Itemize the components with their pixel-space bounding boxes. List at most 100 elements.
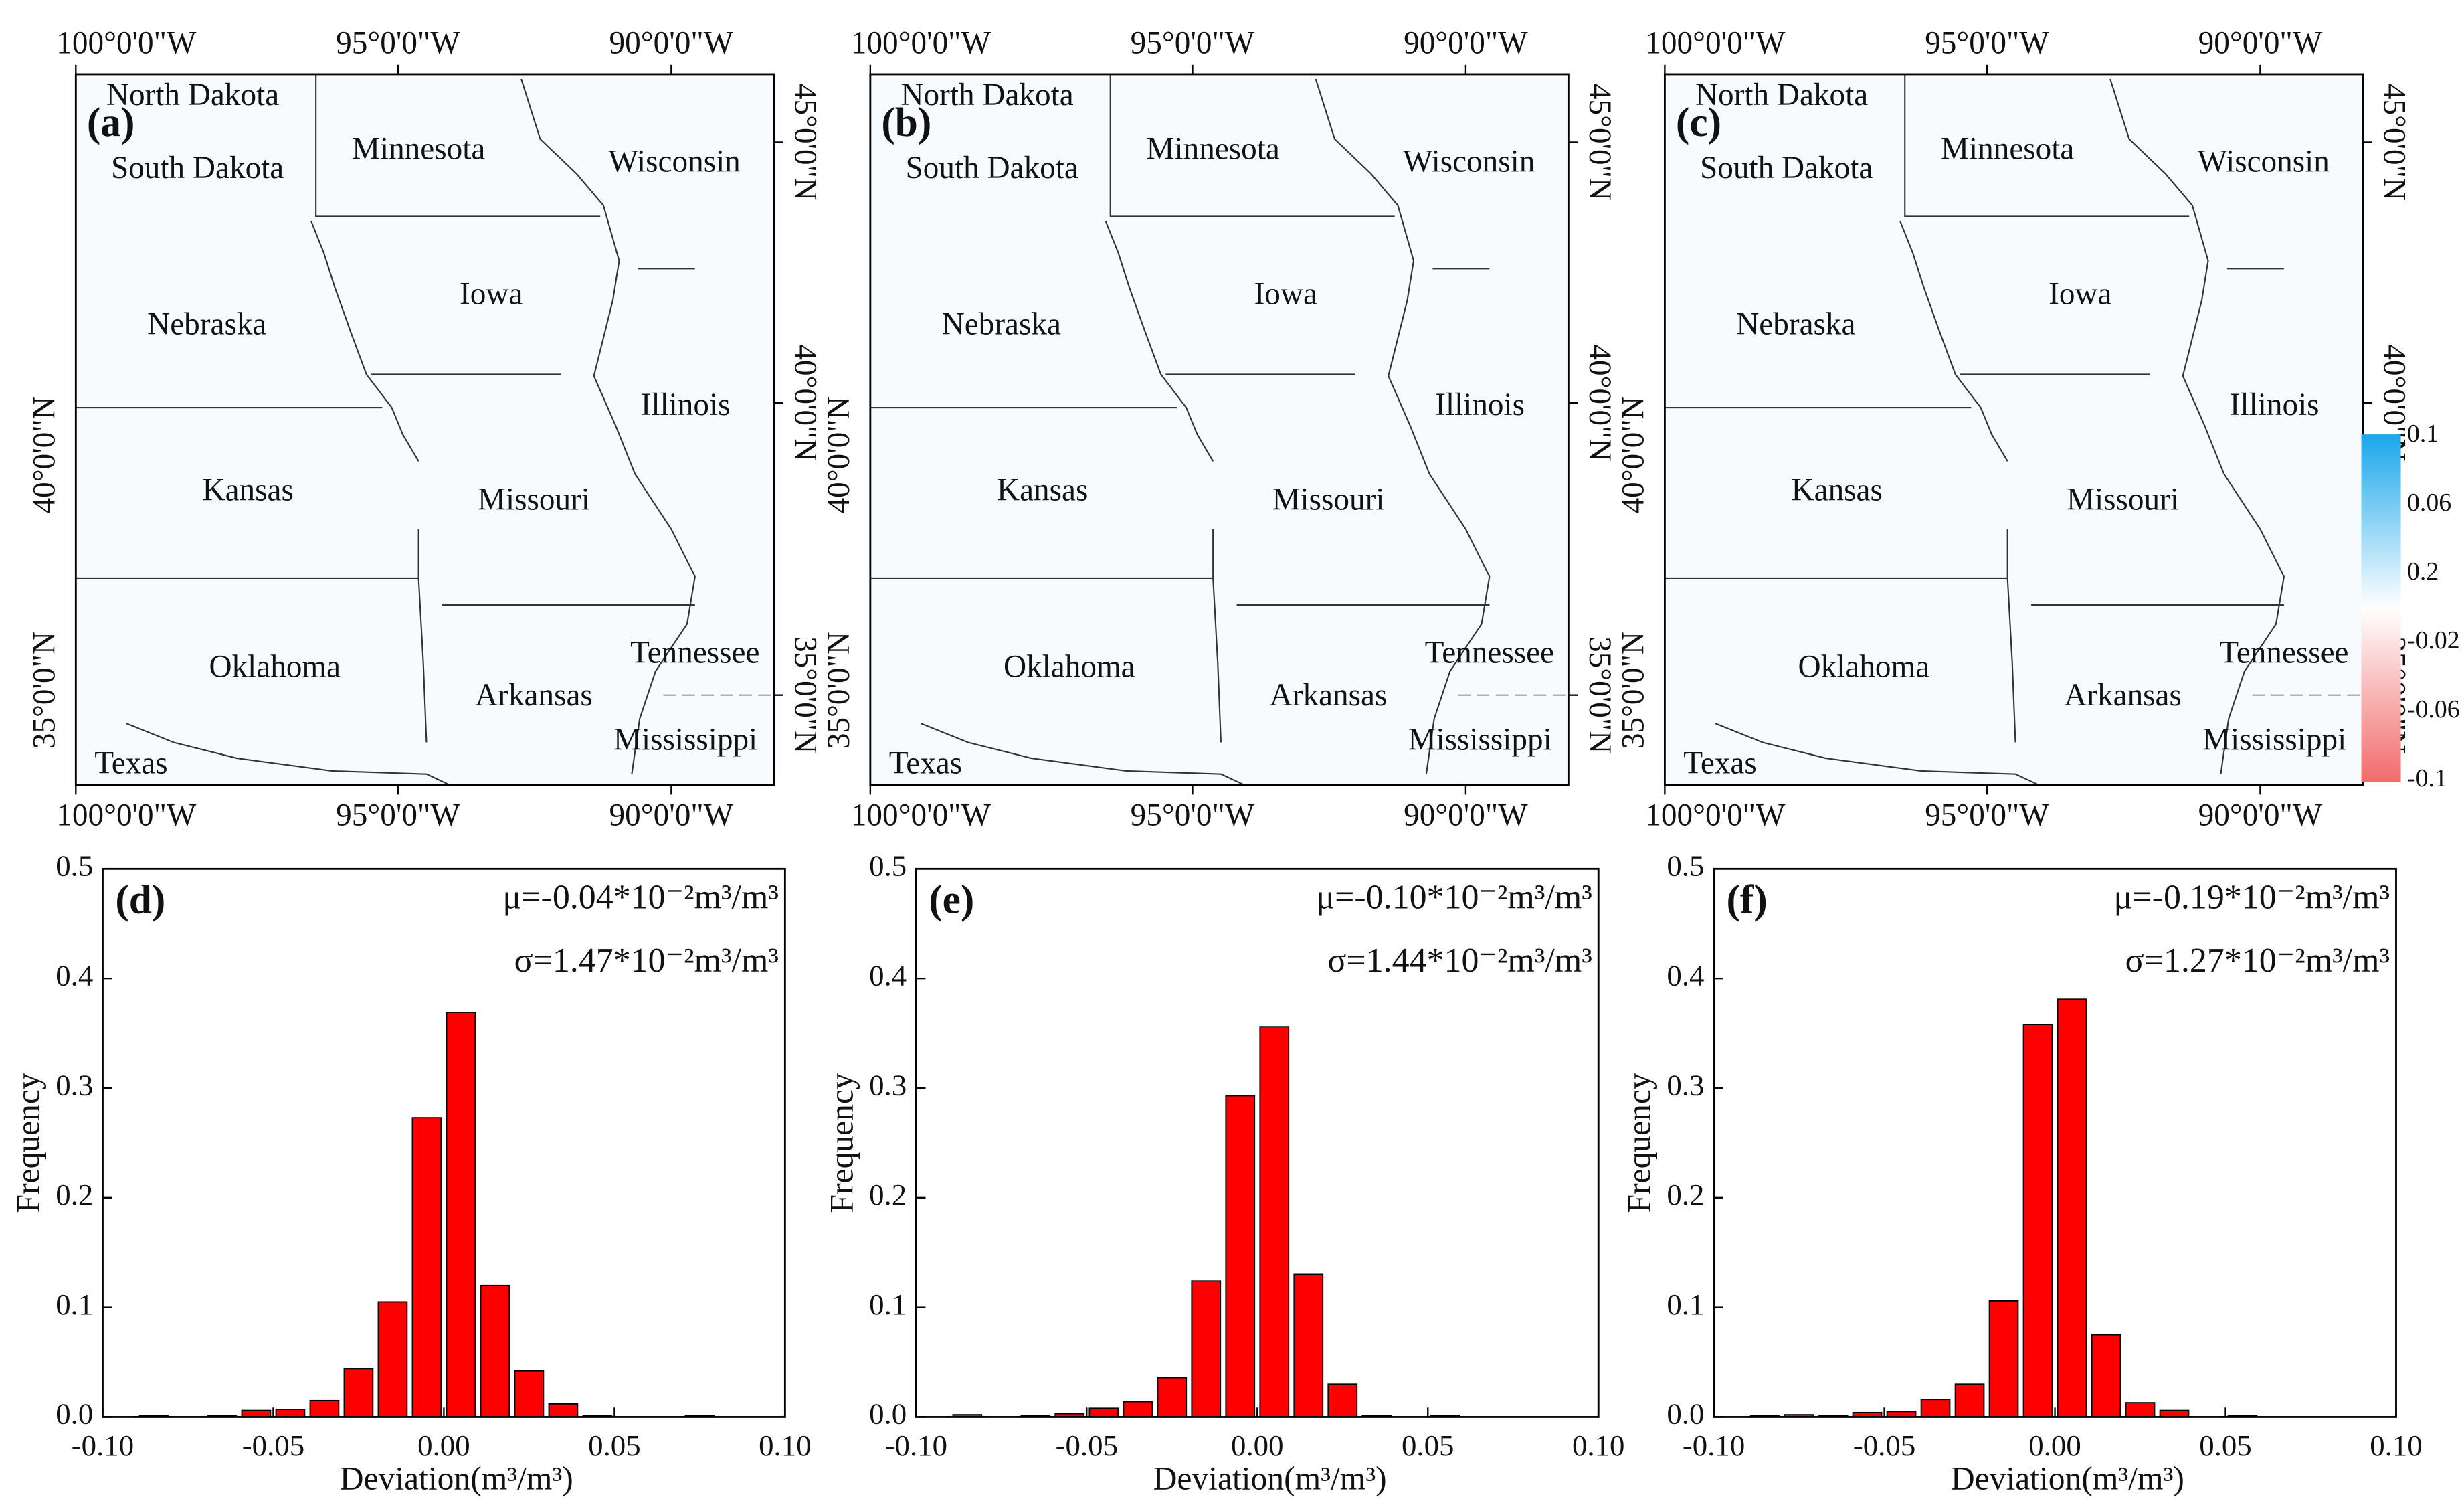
state-label: Minnesota: [352, 131, 485, 166]
state-label: Kansas: [202, 472, 293, 507]
panel-label: (b): [881, 100, 931, 145]
lat-label-right: 45°0'0"N: [788, 84, 823, 201]
y-tick-label: 0.3: [869, 1068, 907, 1101]
bar: [275, 1409, 306, 1418]
state-label: Mississippi: [1408, 722, 1552, 757]
lon-label-top: 100°0'0"W: [1645, 25, 1786, 60]
y-tick-label: 0.3: [56, 1068, 93, 1101]
bar: [1954, 1383, 1985, 1418]
x-tick-label: 0.00: [1231, 1429, 1283, 1462]
lat-label-left: 40°0'0"N: [1616, 396, 1651, 513]
bar: [1259, 1026, 1290, 1418]
lat-label-right: 35°0'0"N: [788, 636, 823, 754]
map-background: [76, 74, 774, 786]
lon-label-bottom: 100°0'0"W: [56, 798, 197, 833]
bar: [514, 1370, 545, 1418]
y-tick-label: 0.5: [56, 849, 93, 883]
lon-label-bottom: 90°0'0"W: [2198, 798, 2323, 833]
bar: [241, 1409, 272, 1418]
map-frame: [869, 73, 1570, 786]
state-label: Kansas: [1792, 472, 1883, 507]
histogram-panel: -0.10 -0.05 0.00 0.05 0.10 0.0 0.1 0.2 0.3 0.4 0.5…: [1621, 849, 2423, 1497]
x-tick-label: -0.05: [242, 1429, 304, 1462]
lon-label-bottom: 95°0'0"W: [1925, 798, 2049, 833]
state-label: Illinois: [641, 387, 731, 422]
state-border: [520, 78, 696, 774]
lon-label-top: 90°0'0"W: [1404, 25, 1528, 60]
state-label: North Dakota: [901, 78, 1073, 112]
bar: [2159, 1409, 2190, 1418]
state-label: South Dakota: [111, 151, 284, 185]
lat-label-right: 40°0'0"N: [1582, 344, 1617, 461]
state-border: [2109, 78, 2285, 774]
state-border: [315, 74, 601, 217]
colorbar-label: -0.02: [2407, 626, 2460, 654]
y-tick-label: 0.1: [869, 1288, 907, 1321]
state-label: Minnesota: [1941, 131, 2074, 166]
colorbar-label: 0.1: [2407, 420, 2439, 448]
state-label: Iowa: [460, 277, 523, 312]
bar: [1088, 1407, 1119, 1418]
x-axis-label: Deviation(m³/m³): [1951, 1460, 2184, 1497]
state-label: North Dakota: [106, 78, 279, 112]
panel-label: (c): [1676, 100, 1721, 145]
state-label: Minnesota: [1147, 131, 1280, 166]
state-label: Missouri: [478, 482, 590, 517]
state-label: South Dakota: [1700, 151, 1873, 185]
state-label: Oklahoma: [1004, 650, 1135, 685]
y-tick-label: 0.1: [1667, 1288, 1704, 1321]
bar: [1327, 1383, 1358, 1418]
state-label: North Dakota: [1695, 78, 1868, 112]
y-tick-label: 0.1: [56, 1288, 93, 1321]
state-border: [1109, 74, 1395, 217]
state-border: [1899, 221, 2008, 462]
colorbar: [2361, 434, 2401, 782]
state-label: Tennessee: [2219, 635, 2348, 670]
annotation: σ=1.44*10⁻²m³/m³: [1327, 942, 1592, 980]
x-tick-label: 0.00: [2028, 1429, 2081, 1462]
x-tick-label: -0.05: [1056, 1429, 1118, 1462]
panel-label: (e): [929, 877, 974, 922]
bar: [480, 1284, 510, 1418]
bar: [446, 1011, 476, 1418]
state-label: Tennessee: [1425, 635, 1554, 670]
state-border: [1212, 578, 1222, 743]
y-tick-label: 0.2: [56, 1178, 93, 1211]
y-tick-label: 0.5: [869, 849, 907, 883]
state-label: Tennessee: [630, 635, 759, 670]
state-border: [310, 221, 419, 462]
bar: [2022, 1024, 2053, 1418]
lon-label-top: 95°0'0"W: [336, 25, 460, 60]
bar: [377, 1301, 408, 1418]
x-axis-label: Deviation(m³/m³): [1153, 1460, 1387, 1497]
panel-label: (f): [1726, 877, 1767, 922]
colorbar-label: 0.2: [2407, 557, 2439, 586]
lon-label-top: 90°0'0"W: [609, 25, 734, 60]
bar: [411, 1117, 442, 1418]
map-panel: North Dakota South Dakota Minnesota Wiscons…: [27, 25, 823, 832]
map-background: [870, 74, 1569, 786]
bar: [1191, 1280, 1222, 1418]
state-label: Illinois: [1435, 387, 1525, 422]
lat-label-right: 45°0'0"N: [1582, 84, 1617, 201]
state-label: Nebraska: [147, 306, 266, 341]
histogram-panel: -0.10 -0.05 0.00 0.05 0.10 0.0 0.1 0.2 0.3 0.4 0.5…: [10, 849, 812, 1497]
annotation: μ=-0.04*10⁻²m³/m³: [502, 878, 778, 916]
x-tick-label: -0.10: [885, 1429, 947, 1462]
state-label: Wisconsin: [2197, 144, 2329, 179]
y-tick-label: 0.4: [869, 958, 907, 992]
state-label: Nebraska: [942, 306, 1061, 341]
state-border: [1715, 723, 2040, 786]
lat-label-left: 35°0'0"N: [1616, 632, 1651, 749]
state-label: Texas: [94, 746, 167, 781]
state-label: Oklahoma: [1798, 650, 1930, 685]
annotation: μ=-0.10*10⁻²m³/m³: [1316, 878, 1592, 916]
lon-label-bottom: 95°0'0"W: [336, 798, 460, 833]
lon-label-bottom: 90°0'0"W: [609, 798, 734, 833]
state-label: Wisconsin: [608, 144, 740, 179]
x-axis-label: Deviation(m³/m³): [340, 1460, 573, 1497]
lat-label-right: 45°0'0"N: [2377, 84, 2412, 201]
lat-label-left: 40°0'0"N: [27, 396, 62, 513]
